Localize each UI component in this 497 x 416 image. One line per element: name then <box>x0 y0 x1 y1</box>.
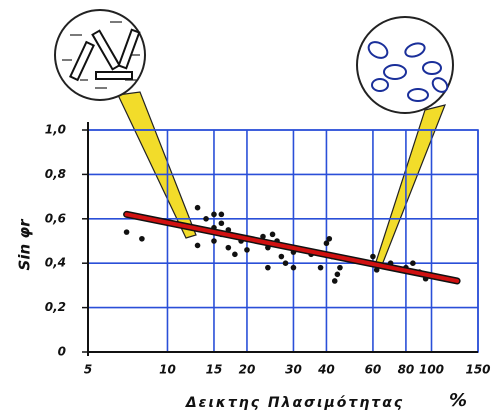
x-tick-label: 150 <box>465 363 490 377</box>
y-tick-label: 0,6 <box>45 211 66 225</box>
y-tick-label: 0,2 <box>45 300 66 314</box>
point <box>334 271 341 278</box>
point <box>211 238 217 244</box>
point <box>265 264 271 271</box>
y-tick-label: 0 <box>58 345 66 359</box>
x-axis-unit: % <box>449 390 467 411</box>
x-tick-label: 20 <box>239 363 256 377</box>
point <box>232 251 238 258</box>
x-axis-label: Δεικτης Πλασιμότητας <box>185 395 404 411</box>
point <box>331 278 338 284</box>
point <box>269 231 276 238</box>
x-tick-label: 40 <box>317 363 335 377</box>
point <box>410 260 416 267</box>
trend-line <box>124 212 460 283</box>
x-tick-label: 5 <box>84 363 92 377</box>
point <box>244 247 250 253</box>
y-tick-label: 0,4 <box>45 256 66 270</box>
x-tick-label: 10 <box>159 363 176 377</box>
point <box>123 229 130 235</box>
point <box>194 204 201 211</box>
point <box>337 264 343 271</box>
x-tick-label: 60 <box>365 363 382 377</box>
point <box>260 233 266 240</box>
point <box>370 253 376 260</box>
point <box>203 216 209 222</box>
inset-right <box>356 16 454 266</box>
point <box>278 253 285 260</box>
point <box>290 264 297 271</box>
point <box>211 211 217 218</box>
x-tick-label: 100 <box>419 363 444 377</box>
point <box>326 235 333 242</box>
y-tick-label: 1,0 <box>45 123 66 137</box>
point <box>139 235 145 242</box>
y-tick-label: 0,8 <box>45 167 66 181</box>
point <box>218 220 225 227</box>
x-tick-label: 30 <box>285 363 302 377</box>
point <box>225 244 232 251</box>
x-tick-label: 80 <box>398 363 415 377</box>
x-tick-label: 15 <box>206 363 223 377</box>
point <box>282 260 289 267</box>
y-axis-label: Sin φr <box>16 218 34 271</box>
point <box>317 264 324 271</box>
inset-left <box>54 9 197 239</box>
point <box>218 211 225 218</box>
point <box>323 240 330 247</box>
point <box>194 242 201 249</box>
